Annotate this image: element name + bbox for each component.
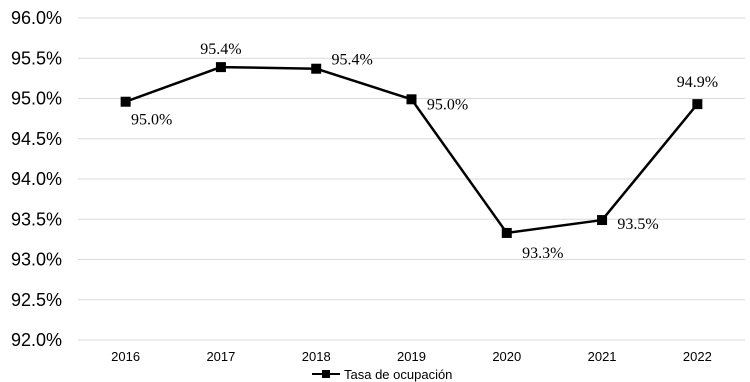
data-point — [120, 96, 131, 107]
y-tick-label: 94.0% — [11, 169, 62, 189]
y-tick-label: 96.0% — [11, 8, 62, 28]
data-point — [692, 99, 703, 110]
y-tick-label: 93.0% — [11, 250, 62, 270]
y-axis-ticks: 92.0% 92.5% 93.0% 93.5% 94.0% 94.5% 95.0% 95.5%… — [11, 8, 62, 350]
x-axis-ticks: 2016 2017 2018 2019 2020 2021 2022 — [111, 349, 712, 364]
data-label: 95.4% — [332, 52, 373, 69]
y-tick-label: 95.0% — [11, 89, 62, 109]
data-point — [501, 227, 512, 238]
gridlines — [78, 17, 745, 341]
series-line — [125, 65, 699, 235]
legend: Tasa de ocupación — [312, 367, 452, 382]
x-tick-label: 2016 — [111, 349, 140, 364]
y-tick-label: 92.5% — [11, 290, 62, 310]
x-tick-label: 2021 — [588, 349, 617, 364]
data-labels: 95.0% 95.4% 95.4% 95.0% 93.3% 93.5% 94.9% — [131, 41, 718, 262]
series-tasa-de-ocupacion — [120, 62, 703, 238]
data-label: 95.0% — [131, 112, 172, 129]
data-label: 95.0% — [427, 96, 468, 113]
data-label: 94.9% — [677, 74, 718, 91]
y-tick-label: 95.5% — [11, 48, 62, 68]
y-tick-label: 92.0% — [11, 330, 62, 350]
data-point — [215, 62, 226, 73]
y-tick-label: 94.5% — [11, 129, 62, 149]
x-tick-label: 2022 — [683, 349, 712, 364]
x-tick-label: 2017 — [206, 349, 235, 364]
legend-marker — [322, 370, 330, 378]
x-tick-label: 2018 — [302, 349, 331, 364]
x-tick-label: 2019 — [397, 349, 426, 364]
data-label: 93.3% — [522, 245, 563, 262]
x-tick-label: 2020 — [492, 349, 521, 364]
data-label: 93.5% — [617, 216, 658, 233]
y-tick-label: 93.5% — [11, 209, 62, 229]
data-label: 95.4% — [200, 41, 241, 58]
data-point — [597, 215, 608, 226]
data-point — [406, 94, 417, 105]
data-point — [311, 63, 322, 74]
legend-entry-label: Tasa de ocupación — [344, 367, 452, 382]
